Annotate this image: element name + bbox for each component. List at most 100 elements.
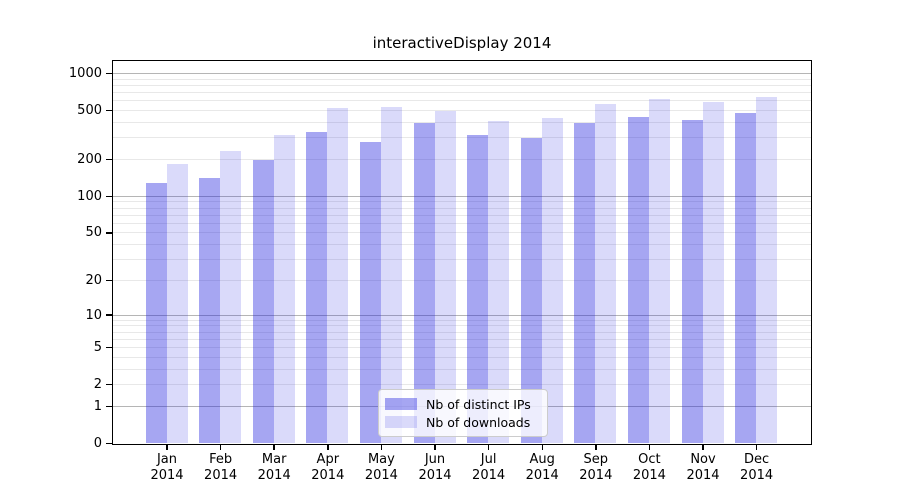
y-tick-label: 10 <box>85 307 102 323</box>
x-tick-year: 2014 <box>472 468 506 483</box>
bar-ips-oct <box>627 116 649 443</box>
x-tick-year: 2014 <box>311 468 345 483</box>
x-tick-mark <box>166 445 168 450</box>
plot-area <box>112 60 812 445</box>
x-tick-month: Sep <box>583 452 609 467</box>
bar-ips-jul <box>467 135 489 443</box>
gridline-minor <box>113 201 811 203</box>
y-tick-mark <box>106 109 112 112</box>
gridline-major <box>113 314 811 316</box>
gridline-minor <box>113 338 811 340</box>
gridline-minor <box>113 84 811 86</box>
legend-swatch-icon <box>385 398 417 410</box>
x-tick-label-apr: Apr 2014 <box>298 452 358 484</box>
gridline-major <box>113 195 811 197</box>
x-tick-mark <box>487 445 490 450</box>
gridline-minor <box>113 207 811 209</box>
chart-title: interactiveDisplay 2014 <box>372 34 552 52</box>
gridline-minor <box>113 384 811 386</box>
bar-ips-sep <box>574 123 596 443</box>
legend-label: Nb of downloads <box>426 414 531 430</box>
gridline-major <box>113 72 811 74</box>
bar-downloads-may <box>380 107 402 443</box>
x-tick-month: Apr <box>316 452 340 467</box>
x-tick-year: 2014 <box>525 468 559 483</box>
x-tick-mark <box>702 445 704 450</box>
x-tick-mark <box>327 445 329 450</box>
bar-downloads-oct <box>648 98 670 443</box>
y-tick-label: 1000 <box>68 65 102 81</box>
y-tick-label: 20 <box>85 272 102 288</box>
x-tick-year: 2014 <box>579 468 613 483</box>
gridline-minor <box>113 368 811 370</box>
legend-label: Nb of distinct IPs <box>426 396 531 412</box>
x-tick-month: Mar <box>261 452 287 467</box>
bar-ips-may <box>359 141 381 443</box>
x-tick-label-jan: Jan 2014 <box>137 452 197 484</box>
x-tick-year: 2014 <box>632 468 666 483</box>
bar-downloads-jul <box>488 120 510 443</box>
gridline-minor <box>113 347 811 348</box>
x-tick-label-feb: Feb 2014 <box>191 452 251 484</box>
bar-ips-feb <box>199 178 221 443</box>
gridline-minor <box>113 110 811 111</box>
gridline-minor <box>113 121 811 123</box>
y-tick-label: 200 <box>77 151 102 167</box>
x-tick-mark <box>219 445 222 450</box>
x-tick-mark <box>755 445 758 450</box>
x-tick-month: Jul <box>480 452 497 467</box>
x-tick-label-sep: Sep 2014 <box>566 452 626 484</box>
y-tick-mark <box>106 72 112 75</box>
bar-ips-jan <box>145 183 167 443</box>
bar-downloads-mar <box>273 135 295 443</box>
x-tick-label-oct: Oct 2014 <box>619 452 679 484</box>
x-tick-month: May <box>367 452 395 467</box>
x-tick-label-jun: Jun 2014 <box>405 452 465 484</box>
y-tick-mark <box>106 314 112 316</box>
y-tick-mark <box>106 158 112 161</box>
bar-ips-jun <box>413 123 435 443</box>
x-tick-label-jul: Jul 2014 <box>459 452 519 484</box>
x-tick-year: 2014 <box>364 468 398 483</box>
bar-downloads-sep <box>595 104 617 443</box>
x-tick-mark <box>273 445 275 450</box>
legend: Nb of distinct IPs Nb of downloads <box>378 389 548 437</box>
x-tick-label-may: May 2014 <box>351 452 411 484</box>
bar-downloads-jan <box>166 164 188 443</box>
bar-downloads-feb <box>220 151 242 443</box>
gridline-minor <box>113 92 811 93</box>
x-tick-label-dec: Dec 2014 <box>727 452 787 484</box>
bar-ips-apr <box>306 132 328 443</box>
x-tick-mark <box>595 445 597 450</box>
x-tick-mark <box>541 445 543 450</box>
x-tick-year: 2014 <box>204 468 238 483</box>
bar-ips-aug <box>520 137 542 443</box>
x-tick-label-mar: Mar 2014 <box>244 452 304 484</box>
gridline-minor <box>113 279 811 281</box>
x-tick-label-nov: Nov 2014 <box>673 452 733 484</box>
gridline-minor <box>113 222 811 224</box>
y-tick-mark <box>106 405 112 408</box>
y-tick-mark <box>106 232 112 234</box>
legend-item: Nb of downloads <box>385 413 539 431</box>
x-tick-year: 2014 <box>418 468 452 483</box>
gridline-minor <box>113 325 811 327</box>
bar-downloads-jun <box>434 110 456 443</box>
y-tick-mark <box>106 346 112 349</box>
gridline-minor <box>113 232 811 234</box>
bar-downloads-apr <box>327 107 349 443</box>
bar-ips-nov <box>681 119 703 443</box>
x-tick-month: Jun <box>424 452 446 467</box>
bar-downloads-aug <box>541 117 563 443</box>
x-tick-month: Feb <box>209 452 233 467</box>
x-tick-year: 2014 <box>686 468 720 483</box>
x-tick-year: 2014 <box>257 468 291 483</box>
x-tick-year: 2014 <box>150 468 184 483</box>
x-tick-month: Nov <box>690 452 716 467</box>
x-tick-label-aug: Aug 2014 <box>512 452 572 484</box>
y-tick-label: 50 <box>85 225 102 241</box>
gridline-minor <box>113 331 811 333</box>
x-tick-month: Aug <box>529 452 555 467</box>
x-tick-month: Jan <box>156 452 178 467</box>
